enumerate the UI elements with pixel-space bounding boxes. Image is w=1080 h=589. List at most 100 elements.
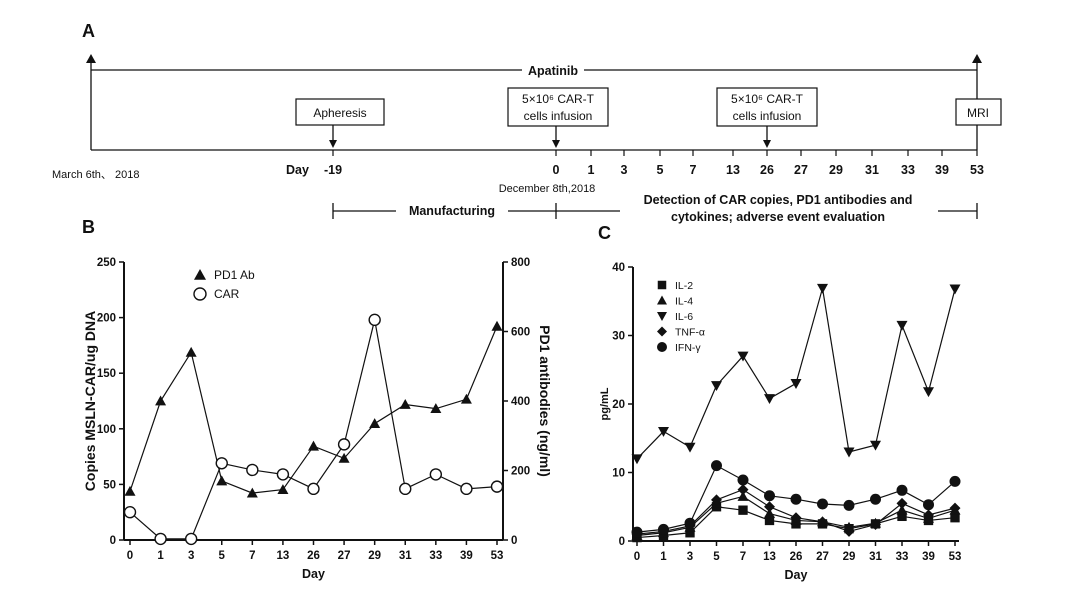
x-tick-label: 3 xyxy=(687,551,693,563)
triangle-up-marker xyxy=(737,490,749,501)
timeline-day-31: 31 xyxy=(865,163,879,177)
legend-entry: CAR xyxy=(193,287,240,301)
y-tick-label: 30 xyxy=(612,331,625,343)
x-tick-label: 31 xyxy=(869,551,882,563)
square-marker xyxy=(738,505,748,515)
timeline-day-5: 5 xyxy=(657,163,664,177)
infusion-2-line2: cells infusion xyxy=(733,109,802,123)
x-tick-label: 33 xyxy=(896,551,909,563)
timeline-day-3: 3 xyxy=(621,163,628,177)
triangle-down-marker xyxy=(631,454,643,465)
y-tick-label: 250 xyxy=(97,257,116,269)
panel-c-letter: C xyxy=(598,223,611,243)
infusion-box-1 xyxy=(507,87,609,127)
panel-a: A Apatinib March 6th、 2018 Day -19 0 1 3 5 7 1… xyxy=(52,21,1002,224)
legend-entry: IL-4 xyxy=(657,295,693,308)
circle-open-marker xyxy=(490,480,504,493)
triangle-filled-marker xyxy=(194,269,206,280)
circle-filled-marker xyxy=(870,493,881,505)
y-tick-label: 50 xyxy=(103,479,116,491)
infusion-1-line2: cells infusion xyxy=(524,109,593,123)
apheresis-box xyxy=(295,98,385,126)
y-axis-label: Copies MSLN-CAR/ug DNA xyxy=(82,311,98,491)
timeline-day-39: 39 xyxy=(935,163,949,177)
y-tick-label: 40 xyxy=(612,262,625,274)
triangle-down-marker xyxy=(684,442,696,453)
triangle-down-marker xyxy=(923,387,934,398)
circle-open-marker xyxy=(193,287,207,301)
series-line xyxy=(129,326,498,494)
diamond-marker xyxy=(949,502,961,514)
diamond-marker xyxy=(843,525,855,537)
x-tick-label: 27 xyxy=(338,550,351,562)
arrow-down-icon xyxy=(552,140,560,148)
x-tick-label: 26 xyxy=(307,550,320,562)
triangle-filled-marker xyxy=(124,485,136,496)
circle-open-marker xyxy=(337,438,351,451)
y-tick-label: 150 xyxy=(97,368,116,380)
legend-label: IL-2 xyxy=(675,280,693,292)
x-tick-label: 0 xyxy=(127,550,133,562)
square-marker xyxy=(657,280,667,290)
infusion-date-label: December 8th,2018 xyxy=(499,183,596,195)
circle-open-marker xyxy=(246,463,259,477)
legend-label: TNF-α xyxy=(675,327,705,339)
timeline-day-ticks: -19 0 1 3 5 7 13 26 27 29 31 33 39 53 xyxy=(324,150,984,177)
x-tick-label: 29 xyxy=(843,551,856,563)
x-axis-label: Day xyxy=(302,567,325,581)
triangle-down-marker xyxy=(870,440,881,451)
apatinib-label: Apatinib xyxy=(528,64,578,78)
timeline-day-0: 0 xyxy=(553,163,560,177)
triangle-filled-marker xyxy=(369,418,381,428)
panel-b-letter: B xyxy=(82,217,95,237)
x-tick-label: 1 xyxy=(157,550,164,562)
x-tick-label: 3 xyxy=(188,550,194,562)
manufacturing-label: Manufacturing xyxy=(409,204,495,218)
diamond-marker xyxy=(790,512,802,524)
x-tick-label: 7 xyxy=(740,551,746,563)
legend-label: PD1 Ab xyxy=(214,268,255,282)
circle-open-marker xyxy=(123,506,137,519)
triangle-down-marker xyxy=(817,283,828,294)
triangle-filled-marker xyxy=(430,403,442,414)
y-axis-label: pg/mL xyxy=(599,387,611,420)
circle-filled-marker xyxy=(843,499,855,511)
legend-label: IL-4 xyxy=(675,296,693,308)
triangle-filled-marker xyxy=(399,398,411,409)
diamond-marker xyxy=(817,516,828,528)
arrowhead-icon xyxy=(972,54,982,63)
circle-filled-marker xyxy=(790,493,802,505)
diamond-marker xyxy=(923,509,934,521)
circle-filled-marker xyxy=(711,460,722,472)
x-tick-label: 26 xyxy=(790,551,803,563)
circle-filled-marker xyxy=(764,490,775,502)
arrow-down-icon xyxy=(329,140,337,148)
legend-entry: IL-2 xyxy=(657,280,693,292)
x-tick-label: 33 xyxy=(429,550,442,562)
mri-box xyxy=(955,98,1002,126)
triangle-filled-marker xyxy=(491,320,503,331)
circle-open-marker xyxy=(184,532,198,546)
triangle-down-marker xyxy=(657,312,667,321)
circle-open-marker xyxy=(215,457,228,470)
y-right-tick-label: 400 xyxy=(511,396,530,408)
x-tick-label: 27 xyxy=(816,551,829,563)
x-tick-label: 29 xyxy=(368,550,381,562)
x-tick-label: 0 xyxy=(634,551,640,563)
timeline-day-26: 26 xyxy=(760,163,774,177)
timeline-day-1: 1 xyxy=(588,163,595,177)
x-tick-label: 5 xyxy=(219,550,226,562)
diamond-marker xyxy=(870,519,881,531)
y-tick-label: 10 xyxy=(612,468,625,480)
legend-entry: TNF-α xyxy=(657,326,705,339)
circle-filled-marker xyxy=(658,523,669,535)
timeline-day-27: 27 xyxy=(794,163,808,177)
triangle-down-marker xyxy=(711,381,722,392)
panel-a-letter: A xyxy=(82,21,95,41)
series-car xyxy=(123,313,504,546)
timeline-day--19: -19 xyxy=(324,163,342,177)
arrow-down-icon xyxy=(763,140,771,148)
